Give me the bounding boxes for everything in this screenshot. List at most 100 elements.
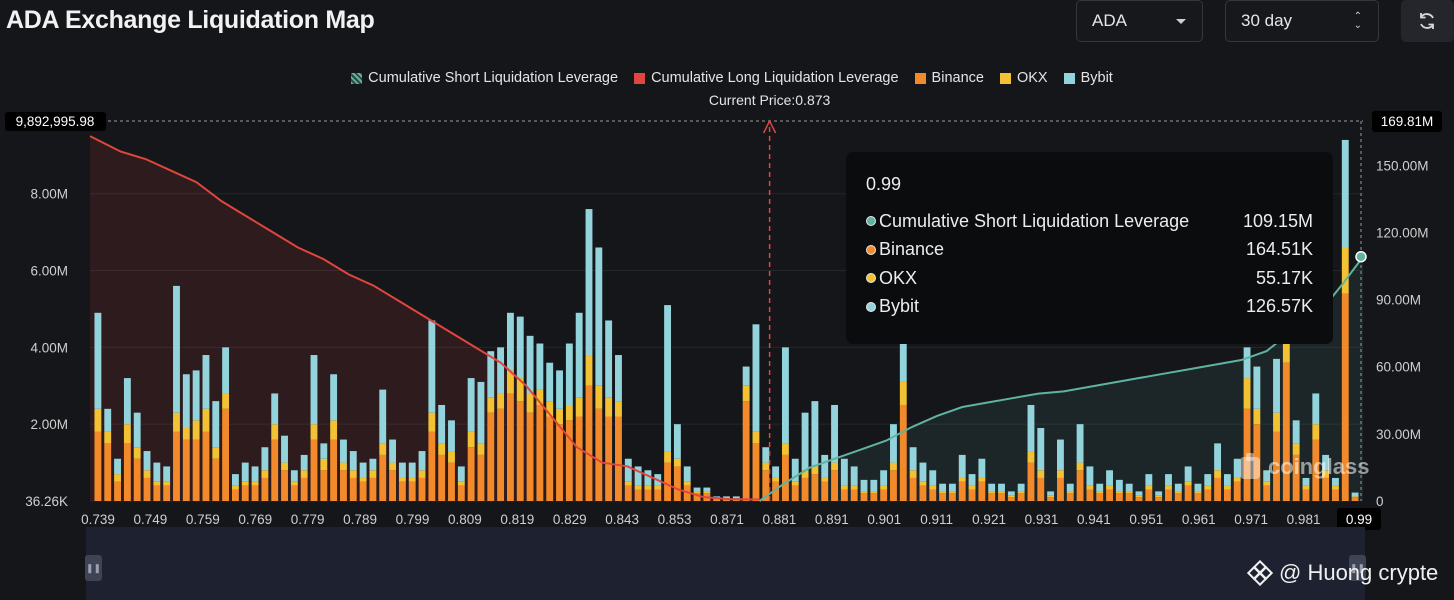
bar-binance bbox=[831, 470, 838, 501]
bar-okx bbox=[821, 477, 829, 482]
bar-bybit bbox=[929, 470, 937, 486]
bar-okx bbox=[241, 481, 249, 486]
asset-select[interactable]: ADA bbox=[1076, 0, 1203, 42]
x-tick-label: 0.961 bbox=[1182, 512, 1216, 527]
bar-bybit bbox=[585, 209, 593, 356]
bar-bybit bbox=[624, 458, 632, 482]
bar-bybit bbox=[850, 466, 858, 486]
bar-bybit bbox=[732, 496, 740, 499]
bar-bybit bbox=[1332, 477, 1339, 486]
tooltip-row: Binance 164.51K bbox=[866, 236, 1313, 265]
legend-item[interactable]: Bybit bbox=[1063, 70, 1113, 86]
bar-bybit bbox=[202, 355, 210, 409]
bar-bybit bbox=[271, 393, 279, 425]
bar-binance bbox=[605, 416, 613, 501]
bar-bybit bbox=[310, 355, 318, 425]
bar-binance bbox=[958, 481, 966, 501]
bar-bybit bbox=[1184, 466, 1192, 482]
legend-item[interactable]: Binance bbox=[914, 70, 984, 86]
bar-binance bbox=[683, 485, 691, 501]
bar-okx bbox=[477, 443, 485, 455]
bar-bybit bbox=[477, 381, 485, 444]
bar-binance bbox=[860, 493, 868, 501]
range-select-value: 30 day bbox=[1241, 11, 1293, 30]
bar-binance bbox=[359, 481, 367, 501]
bar-binance bbox=[664, 462, 672, 501]
bar-okx bbox=[428, 412, 436, 432]
tooltip-dot bbox=[866, 301, 876, 312]
legend-item[interactable]: Cumulative Short Liquidation Leverage bbox=[351, 70, 618, 86]
bar-bybit bbox=[536, 343, 544, 390]
bar-okx bbox=[1214, 470, 1222, 478]
bar-okx bbox=[173, 412, 180, 432]
bar-binance bbox=[1047, 497, 1055, 501]
bar-binance bbox=[173, 431, 180, 501]
bar-okx bbox=[575, 397, 583, 417]
bar-binance bbox=[330, 439, 338, 501]
y-right-tick-label: 120.00M bbox=[1376, 225, 1429, 240]
bar-bybit bbox=[330, 374, 338, 421]
range-select[interactable]: 30 day ⌃ ⌄ bbox=[1225, 0, 1379, 42]
bar-bybit bbox=[497, 347, 505, 394]
bar-okx bbox=[1223, 485, 1231, 490]
bar-okx bbox=[1184, 481, 1192, 486]
range-handle-right[interactable]: ❚❚ bbox=[1349, 555, 1366, 581]
bar-binance bbox=[546, 416, 554, 501]
y-left-top-label: 9,892,995.98 bbox=[16, 114, 95, 129]
bar-bybit bbox=[673, 424, 681, 459]
bar-binance bbox=[487, 412, 495, 501]
bar-okx bbox=[565, 404, 573, 421]
bar-bybit bbox=[516, 316, 524, 379]
x-tick-label: 0.769 bbox=[238, 512, 272, 527]
legend-item[interactable]: Cumulative Long Liquidation Leverage bbox=[634, 70, 899, 86]
bar-bybit bbox=[408, 462, 416, 478]
legend-item[interactable]: OKX bbox=[999, 70, 1048, 86]
bar-binance bbox=[300, 477, 308, 501]
bar-bybit bbox=[1322, 454, 1330, 471]
bar-binance bbox=[624, 485, 632, 501]
bar-okx bbox=[1165, 485, 1172, 490]
cursor-point bbox=[1355, 250, 1367, 263]
bar-okx bbox=[801, 470, 809, 478]
bar-binance bbox=[398, 481, 406, 501]
bar-binance bbox=[448, 462, 455, 501]
refresh-button[interactable] bbox=[1401, 0, 1454, 42]
bar-bybit bbox=[1273, 358, 1280, 413]
bar-okx bbox=[1145, 485, 1153, 490]
bar-okx bbox=[231, 485, 239, 490]
bar-okx bbox=[968, 485, 976, 490]
bar-binance bbox=[1066, 493, 1074, 501]
bar-bybit bbox=[1057, 439, 1064, 471]
bar-okx bbox=[664, 451, 672, 463]
bar-okx bbox=[202, 408, 210, 432]
bar-okx bbox=[133, 447, 141, 459]
x-tick-label: 0.951 bbox=[1129, 512, 1163, 527]
bar-binance bbox=[1253, 424, 1261, 501]
bar-bybit bbox=[1292, 420, 1300, 444]
chart-range-scrollbar[interactable] bbox=[86, 527, 1365, 600]
bar-okx bbox=[1155, 495, 1163, 498]
bar-okx bbox=[163, 481, 171, 486]
range-handle-left[interactable]: ❚❚ bbox=[85, 555, 102, 581]
legend-label: Cumulative Long Liquidation Leverage bbox=[651, 70, 899, 86]
bar-bybit bbox=[899, 324, 907, 382]
bar-okx bbox=[644, 485, 652, 490]
bar-binance bbox=[506, 393, 514, 501]
bar-bybit bbox=[968, 474, 976, 486]
bar-binance bbox=[143, 477, 151, 501]
bar-bybit bbox=[1125, 483, 1133, 492]
bar-binance bbox=[1223, 489, 1231, 501]
x-highlight-label: 0.99 bbox=[1346, 512, 1372, 527]
bar-okx bbox=[585, 355, 593, 386]
bar-bybit bbox=[241, 462, 249, 482]
bar-okx bbox=[998, 491, 1005, 494]
x-tick-label: 0.931 bbox=[1025, 512, 1059, 527]
tooltip-label: Cumulative Short Liquidation Leverage bbox=[879, 210, 1190, 231]
y-right-tick-label: 30.00M bbox=[1376, 427, 1421, 442]
bar-binance bbox=[1332, 489, 1339, 501]
binance-logo-icon bbox=[1247, 560, 1273, 586]
bar-binance bbox=[123, 443, 131, 501]
bar-okx bbox=[1007, 495, 1015, 498]
bar-binance bbox=[575, 416, 583, 501]
